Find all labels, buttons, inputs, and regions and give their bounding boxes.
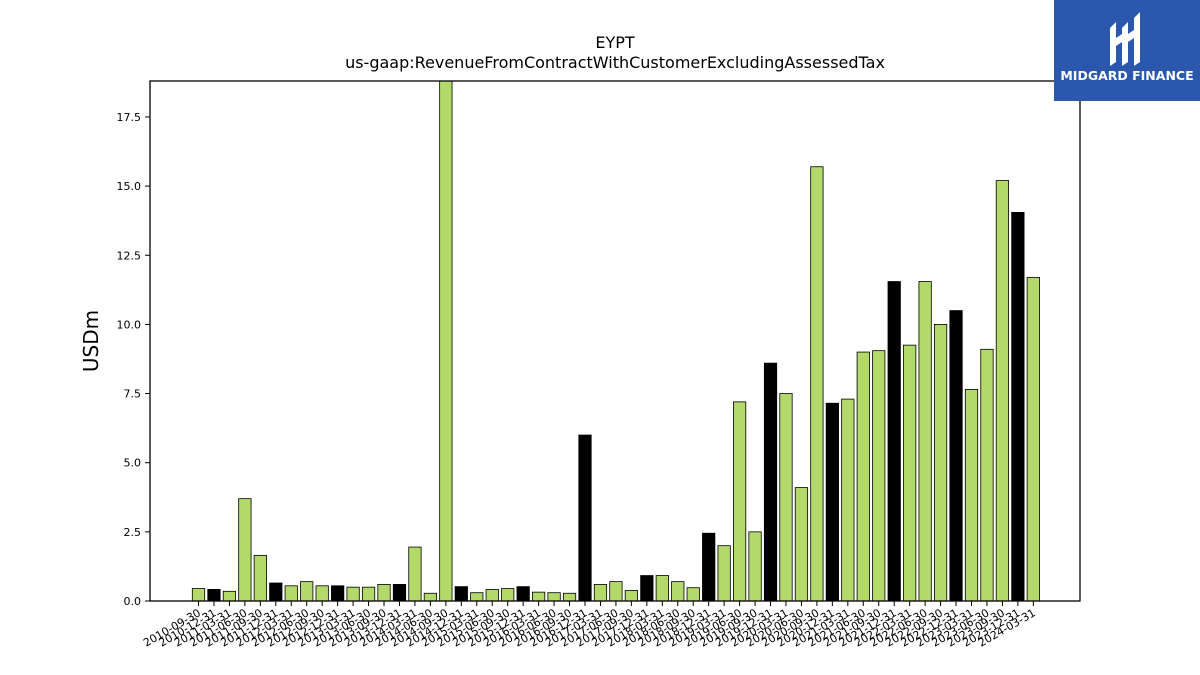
bar-2022-06-30 bbox=[918, 281, 932, 602]
bar-2023-09-30 bbox=[995, 180, 1010, 602]
bar-2014-03-31 bbox=[408, 546, 422, 602]
y-axis-label: USDm bbox=[79, 310, 103, 372]
bar-2016-06-30 bbox=[547, 592, 561, 602]
bar-2018-12-31 bbox=[702, 532, 716, 602]
bar-2020-06-30 bbox=[794, 487, 809, 602]
bar-2012-09-30 bbox=[315, 585, 329, 602]
bar-2019-06-30 bbox=[733, 401, 747, 602]
y-tick-label: 17.5 bbox=[117, 111, 142, 124]
bar-2021-12-31 bbox=[887, 281, 901, 602]
bar-2012-06-30 bbox=[300, 581, 314, 602]
bar-2016-09-30 bbox=[562, 592, 577, 602]
chart-subtitle: us-gaap:RevenueFromContractWithCustomerE… bbox=[345, 53, 885, 72]
bar-2023-06-30 bbox=[980, 348, 994, 602]
bar-2012-12-31 bbox=[331, 585, 345, 602]
bar-2019-12-31 bbox=[763, 362, 778, 602]
midgard-logo: MIDGARD FINANCE bbox=[1054, 0, 1200, 101]
bar-2011-09-30 bbox=[253, 554, 267, 602]
bar-2014-12-31 bbox=[454, 586, 468, 602]
midgard-logo-icon bbox=[1110, 12, 1140, 66]
bar-2023-12-31 bbox=[1011, 211, 1025, 602]
bar-2022-09-30 bbox=[933, 323, 948, 602]
bar-2020-03-31 bbox=[779, 393, 793, 602]
y-tick-label: 10.0 bbox=[117, 318, 142, 331]
bar-2011-12-31 bbox=[269, 582, 283, 602]
logo-text: MIDGARD FINANCE bbox=[1060, 68, 1194, 83]
bar-2017-09-30 bbox=[624, 590, 638, 602]
y-tick-label: 0.0 bbox=[124, 595, 142, 608]
bar-2014-09-30 bbox=[439, 80, 453, 602]
y-tick-label: 7.5 bbox=[124, 388, 142, 401]
bar-2017-12-31 bbox=[640, 575, 654, 602]
bar-2022-03-31 bbox=[903, 344, 917, 602]
bar-2015-06-30 bbox=[485, 588, 499, 602]
x-axis-ticks: 2010-09-302010-12-312011-03-312011-06-30… bbox=[141, 601, 1038, 650]
bars-group bbox=[191, 80, 1040, 602]
bar-2010-09-30 bbox=[191, 588, 206, 602]
bar-2013-09-30 bbox=[377, 584, 391, 602]
bar-2023-03-31 bbox=[964, 388, 979, 602]
bar-2017-03-31 bbox=[593, 584, 608, 602]
bar-2013-12-31 bbox=[392, 584, 407, 602]
bar-2021-03-31 bbox=[841, 398, 855, 602]
bar-2020-09-30 bbox=[810, 166, 824, 602]
y-tick-label: 5.0 bbox=[124, 457, 142, 470]
bar-2013-03-31 bbox=[346, 586, 360, 602]
bar-2015-03-31 bbox=[470, 592, 484, 602]
bar-2012-03-31 bbox=[284, 585, 298, 602]
bar-2015-09-30 bbox=[501, 588, 515, 602]
bar-2014-06-30 bbox=[423, 592, 438, 602]
y-tick-label: 15.0 bbox=[117, 180, 142, 193]
bar-2019-03-31 bbox=[717, 545, 731, 602]
bar-2016-03-31 bbox=[532, 591, 546, 602]
bar-2019-09-30 bbox=[748, 531, 762, 602]
bar-2018-03-31 bbox=[655, 575, 669, 602]
bar-2024-03-31 bbox=[1026, 276, 1040, 602]
bar-2015-12-31 bbox=[516, 586, 530, 602]
chart-title: EYPT bbox=[595, 33, 635, 52]
y-tick-label: 12.5 bbox=[117, 249, 142, 262]
plot-frame bbox=[149, 80, 1081, 602]
bar-2020-12-31 bbox=[825, 402, 839, 602]
bar-2021-09-30 bbox=[872, 350, 886, 602]
bar-2017-06-30 bbox=[609, 581, 623, 602]
bar-2011-03-31 bbox=[222, 590, 237, 602]
bar-2013-06-30 bbox=[361, 586, 376, 602]
bar-2010-12-31 bbox=[207, 588, 221, 602]
y-axis-ticks: 0.0 2.5 5.0 7.5 10.0 12.5 15.0 17.5 bbox=[117, 111, 150, 608]
bar-2018-06-30 bbox=[671, 581, 685, 602]
bar-2018-09-30 bbox=[686, 587, 700, 602]
y-tick-label: 2.5 bbox=[124, 526, 142, 539]
bar-2016-12-31 bbox=[578, 434, 592, 602]
bar-2022-12-31 bbox=[949, 310, 963, 602]
bar-2021-06-30 bbox=[856, 351, 870, 602]
bar-2011-06-30 bbox=[238, 498, 252, 602]
